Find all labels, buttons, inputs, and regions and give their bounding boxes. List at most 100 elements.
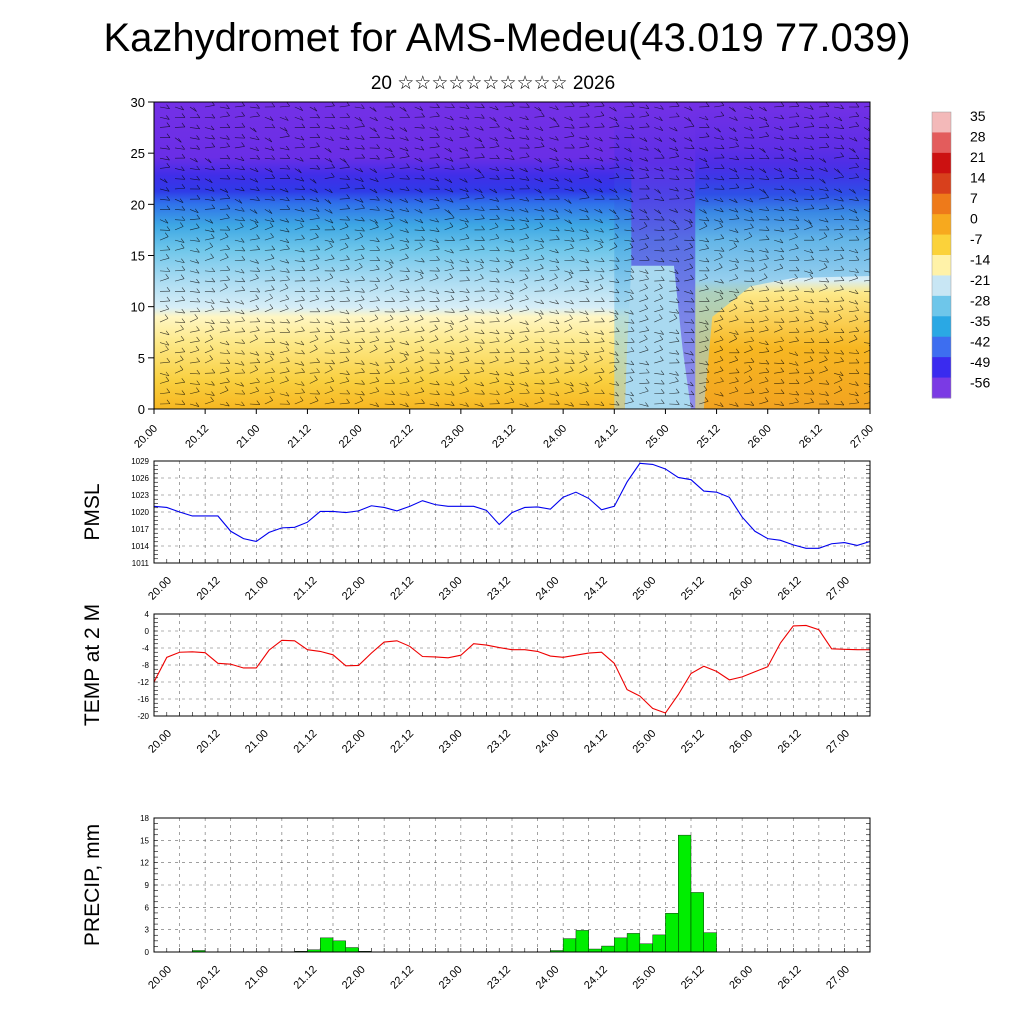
panel-ytick-label: -12 — [137, 678, 149, 687]
heat-xtick-label: 24.12 — [592, 423, 620, 451]
panel-xtick-label: 25.00 — [630, 575, 658, 603]
precip-bar — [320, 937, 334, 953]
panel-xtick-label: 25.12 — [679, 964, 707, 992]
precip-bar — [703, 932, 717, 953]
heat-xtick-label: 23.12 — [490, 423, 518, 451]
panel-xtick-label: 26.00 — [727, 728, 755, 756]
precip-bar — [652, 934, 666, 953]
heat-xtick-label: 22.00 — [337, 423, 365, 451]
precip-bar — [562, 938, 577, 953]
precip-bar — [665, 913, 679, 953]
heat-xtick-label: 26.12 — [797, 423, 825, 451]
panel-xtick-label: 25.12 — [679, 575, 707, 603]
colorbar-label: 0 — [970, 211, 978, 227]
panel-xtick-label: 24.12 — [582, 728, 610, 756]
panel-ytick-label: 6 — [145, 903, 150, 912]
colorbar-swatch — [932, 152, 951, 174]
precip-bar — [690, 892, 704, 953]
heat-ytick-label: 25 — [131, 146, 145, 161]
panel-xtick-label: 20.00 — [146, 575, 174, 603]
panel-xtick-label: 20.12 — [195, 964, 223, 992]
panel-xtick-label: 25.00 — [630, 964, 658, 992]
colorbar-label: -21 — [970, 272, 990, 288]
panel-ytick-label: 9 — [145, 881, 150, 890]
heat-xtick-label: 24.00 — [541, 423, 569, 451]
colorbar-swatch — [932, 132, 951, 154]
panel-xtick-label: 23.12 — [485, 964, 513, 992]
panel-xtick-label: 25.00 — [630, 728, 658, 756]
panel-xtick-label: 20.00 — [146, 964, 174, 992]
panel-ytick-label: 12 — [140, 859, 149, 868]
cross-section-heatmap: 0 5 10 15 20 25 30 20.00 20.12 21.00 21.12 22.00 22.… — [131, 95, 877, 451]
panel-xtick-label: 21.12 — [291, 575, 319, 603]
panel-frame — [153, 817, 871, 953]
panel-frame — [153, 460, 871, 564]
colorbar-swatch — [932, 357, 951, 379]
panel-xtick-label: 23.12 — [485, 575, 513, 603]
colorbar-label: -14 — [970, 252, 990, 268]
panel-xtick-label: 22.12 — [388, 575, 416, 603]
panel-ytick-label: 3 — [145, 926, 150, 935]
panel-ytick-label: -4 — [142, 644, 150, 653]
precip-bar — [601, 945, 615, 953]
panel-ytick-label: 18 — [140, 814, 149, 823]
colorbar-label: 7 — [970, 190, 978, 206]
panel-xtick-label: 22.00 — [340, 964, 368, 992]
panel-ytick-label: -8 — [142, 661, 150, 670]
colorbar-label: 28 — [970, 129, 986, 145]
colorbar-label: 35 — [970, 108, 986, 124]
heat-xtick-label: 27.00 — [848, 423, 876, 451]
heat-ytick-label: 30 — [131, 95, 145, 110]
colorbar-swatch — [932, 336, 951, 358]
heat-left-field — [154, 102, 632, 409]
heat-ytick-label: 20 — [131, 197, 145, 212]
panel-xtick-label: 20.12 — [195, 575, 223, 603]
precip-bar — [332, 940, 346, 953]
panel-xtick-label: 22.00 — [340, 728, 368, 756]
panel-xtick-label: 26.12 — [776, 575, 804, 603]
panel-ytick-label: 1014 — [131, 542, 149, 551]
panel-ytick-label: 0 — [145, 948, 150, 957]
heat-xtick-label: 21.12 — [286, 423, 314, 451]
heat-xtick-label: 26.00 — [746, 423, 774, 451]
panel-ytick-label: 0 — [145, 627, 150, 636]
panel-ytick-label: -20 — [137, 712, 149, 721]
heat-xtick-label: 23.00 — [439, 423, 467, 451]
precip-bar — [614, 937, 628, 953]
heat-xtick-label: 25.00 — [644, 423, 672, 451]
colorbar-label: -49 — [970, 354, 990, 370]
heat-xtick-label: 22.12 — [388, 423, 416, 451]
heat-ytick-label: 10 — [131, 300, 145, 315]
wind-barbs — [159, 102, 870, 408]
colorbar-swatch — [932, 377, 951, 399]
heat-xtick-label: 20.12 — [183, 423, 211, 451]
panel-xtick-label: 23.00 — [437, 728, 465, 756]
panel-ytick-label: 1020 — [131, 508, 149, 517]
colorbar-swatch — [932, 173, 951, 195]
panel-xtick-label: 25.12 — [679, 728, 707, 756]
heat-ytick-label: 5 — [138, 351, 145, 366]
panel-xtick-label: 24.12 — [582, 575, 610, 603]
colorbar-label: 21 — [970, 149, 986, 165]
chart-subtitle: 20 ☆☆☆☆☆☆☆☆☆☆ 2026 — [370, 73, 616, 94]
panel-xtick-label: 21.00 — [243, 575, 271, 603]
colorbar-frame — [931, 111, 952, 399]
precip-bar — [639, 943, 653, 953]
precip-bar — [678, 834, 692, 953]
colorbar-swatch — [932, 234, 951, 256]
colorbar-swatch — [932, 112, 951, 133]
panel-ytick-label: 1029 — [131, 457, 149, 466]
panel-xtick-label: 26.00 — [727, 964, 755, 992]
colorbar-label: -35 — [970, 313, 990, 329]
panel-ytick-label: -16 — [137, 695, 149, 704]
colorbar-swatch — [932, 255, 951, 276]
panel-frame — [153, 613, 871, 717]
panel-grid — [154, 818, 870, 952]
precip-bar — [345, 947, 359, 953]
panel-grid — [154, 614, 870, 716]
panel-xtick-label: 27.00 — [824, 728, 852, 756]
precip-panel: 0 3 6 9 12 15 18 20.00 20.12 21.00 21.12 22.00 22.12… — [81, 814, 871, 992]
pmsl-panel: 1011 1014 1017 1020 1023 1026 1029 20.00 20.12 21… — [81, 457, 871, 603]
panel-xtick-label: 26.12 — [776, 728, 804, 756]
